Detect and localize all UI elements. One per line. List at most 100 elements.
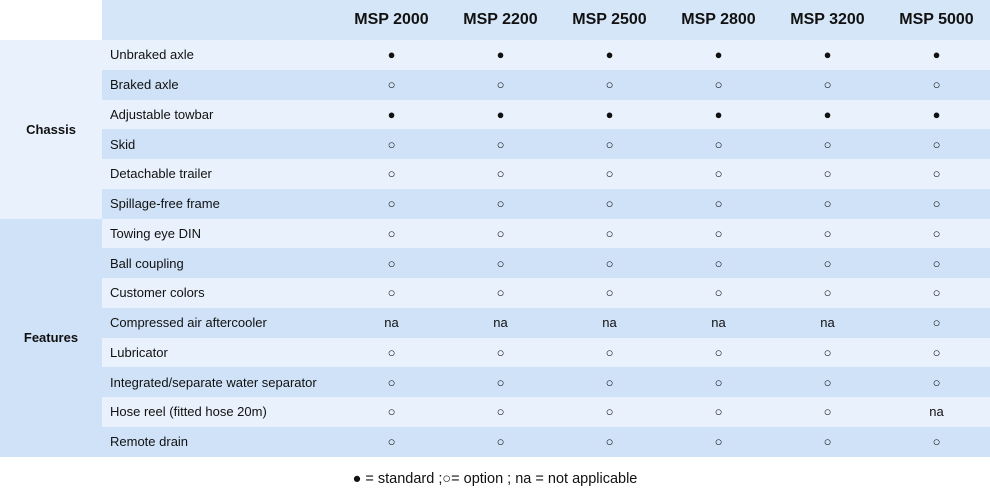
table-row: Skid ○ ○ ○ ○ ○ ○	[0, 129, 990, 159]
availability-cell: ○	[664, 397, 773, 427]
comparison-table: MSP 2000 MSP 2200 MSP 2500 MSP 2800 MSP …	[0, 0, 990, 457]
availability-cell: ○	[555, 188, 664, 219]
table-row: Adjustable towbar ● ● ● ● ● ●	[0, 99, 990, 130]
availability-cell: ●	[664, 99, 773, 130]
availability-cell: ●	[337, 40, 446, 70]
availability-cell: ●	[337, 99, 446, 130]
availability-cell: ○	[446, 278, 555, 308]
availability-cell: ○	[773, 159, 882, 189]
table-row: Spillage-free frame ○ ○ ○ ○ ○ ○	[0, 188, 990, 219]
availability-cell: ●	[882, 40, 990, 70]
availability-cell: ○	[773, 188, 882, 219]
header-blank-feature	[102, 0, 337, 40]
availability-cell: ○	[664, 69, 773, 100]
availability-cell: ○	[337, 129, 446, 159]
table-row: Hose reel (fitted hose 20m) ○ ○ ○ ○ ○ na	[0, 397, 990, 427]
availability-cell: ○	[555, 218, 664, 249]
availability-cell: ○	[446, 129, 555, 159]
availability-cell: ○	[773, 278, 882, 308]
header-model-msp-2200: MSP 2200	[446, 0, 555, 40]
header-model-msp-2500: MSP 2500	[555, 0, 664, 40]
feature-label: Lubricator	[102, 337, 337, 368]
availability-cell: ●	[664, 40, 773, 70]
availability-cell: ○	[446, 69, 555, 100]
availability-cell: ○	[337, 278, 446, 308]
availability-cell: ○	[664, 159, 773, 189]
availability-cell: ○	[337, 248, 446, 278]
table-row: Braked axle ○ ○ ○ ○ ○ ○	[0, 69, 990, 100]
availability-cell: ○	[882, 426, 990, 457]
availability-cell: ○	[664, 367, 773, 397]
availability-cell: ○	[337, 159, 446, 189]
group-label: Features	[0, 218, 102, 457]
availability-cell: ○	[446, 218, 555, 249]
availability-cell: ○	[773, 129, 882, 159]
header-model-msp-3200: MSP 3200	[773, 0, 882, 40]
availability-cell: ○	[882, 307, 990, 338]
table-body: Chassis Unbraked axle ● ● ● ● ● ● Braked axle ○ ○ ○…	[0, 40, 990, 457]
header-blank-group	[0, 0, 102, 40]
availability-cell: ○	[773, 218, 882, 249]
availability-cell: ○	[773, 248, 882, 278]
availability-cell: ●	[555, 40, 664, 70]
availability-cell: ○	[446, 426, 555, 457]
availability-cell: ○	[555, 337, 664, 368]
availability-cell: ○	[664, 188, 773, 219]
legend-text: ● = standard ;○= option ; na = not appli…	[352, 471, 638, 487]
availability-cell: ○	[555, 367, 664, 397]
header-model-msp-2800: MSP 2800	[664, 0, 773, 40]
availability-cell: na	[773, 307, 882, 338]
table-row: Integrated/separate water separator ○ ○ ○ ○ ○…	[0, 367, 990, 397]
availability-cell: na	[446, 307, 555, 338]
feature-label: Ball coupling	[102, 248, 337, 278]
availability-cell: ○	[555, 69, 664, 100]
feature-label: Spillage-free frame	[102, 188, 337, 219]
availability-cell: ○	[882, 278, 990, 308]
group-label: Chassis	[0, 40, 102, 219]
availability-cell: ○	[882, 69, 990, 100]
availability-cell: ●	[446, 99, 555, 130]
availability-cell: na	[337, 307, 446, 338]
feature-label: Skid	[102, 129, 337, 159]
availability-cell: ●	[773, 40, 882, 70]
feature-label: Remote drain	[102, 426, 337, 457]
availability-cell: ○	[555, 159, 664, 189]
availability-cell: ○	[337, 218, 446, 249]
availability-cell: ○	[555, 278, 664, 308]
availability-cell: na	[664, 307, 773, 338]
availability-cell: ○	[664, 218, 773, 249]
availability-cell: ○	[882, 159, 990, 189]
feature-label: Hose reel (fitted hose 20m)	[102, 397, 337, 427]
table-row: Ball coupling ○ ○ ○ ○ ○ ○	[0, 248, 990, 278]
availability-cell: ○	[773, 367, 882, 397]
availability-cell: ○	[773, 397, 882, 427]
feature-label: Integrated/separate water separator	[102, 367, 337, 397]
availability-cell: ○	[337, 337, 446, 368]
legend: ● = standard ;○= option ; na = not appli…	[0, 464, 990, 494]
availability-cell: ○	[446, 159, 555, 189]
availability-cell: ○	[773, 426, 882, 457]
availability-cell: ○	[337, 397, 446, 427]
availability-cell: ○	[882, 337, 990, 368]
header-row: MSP 2000 MSP 2200 MSP 2500 MSP 2800 MSP …	[0, 0, 990, 40]
availability-cell: ○	[773, 69, 882, 100]
availability-cell: ○	[337, 367, 446, 397]
table-row: Detachable trailer ○ ○ ○ ○ ○ ○	[0, 159, 990, 189]
availability-cell: ○	[337, 188, 446, 219]
table-row: Chassis Unbraked axle ● ● ● ● ● ●	[0, 40, 990, 219]
availability-cell: na	[555, 307, 664, 338]
availability-cell: ○	[446, 188, 555, 219]
feature-label: Adjustable towbar	[102, 99, 337, 130]
availability-cell: ○	[882, 188, 990, 219]
feature-label: Detachable trailer	[102, 159, 337, 189]
availability-cell: ○	[555, 129, 664, 159]
availability-cell: ○	[664, 248, 773, 278]
availability-cell: ○	[337, 69, 446, 100]
availability-cell: ●	[446, 40, 555, 70]
availability-cell: ○	[882, 367, 990, 397]
availability-cell: ○	[446, 367, 555, 397]
header-model-msp-2000: MSP 2000	[337, 0, 446, 40]
availability-cell: ○	[882, 248, 990, 278]
table-row: Customer colors ○ ○ ○ ○ ○ ○	[0, 278, 990, 308]
